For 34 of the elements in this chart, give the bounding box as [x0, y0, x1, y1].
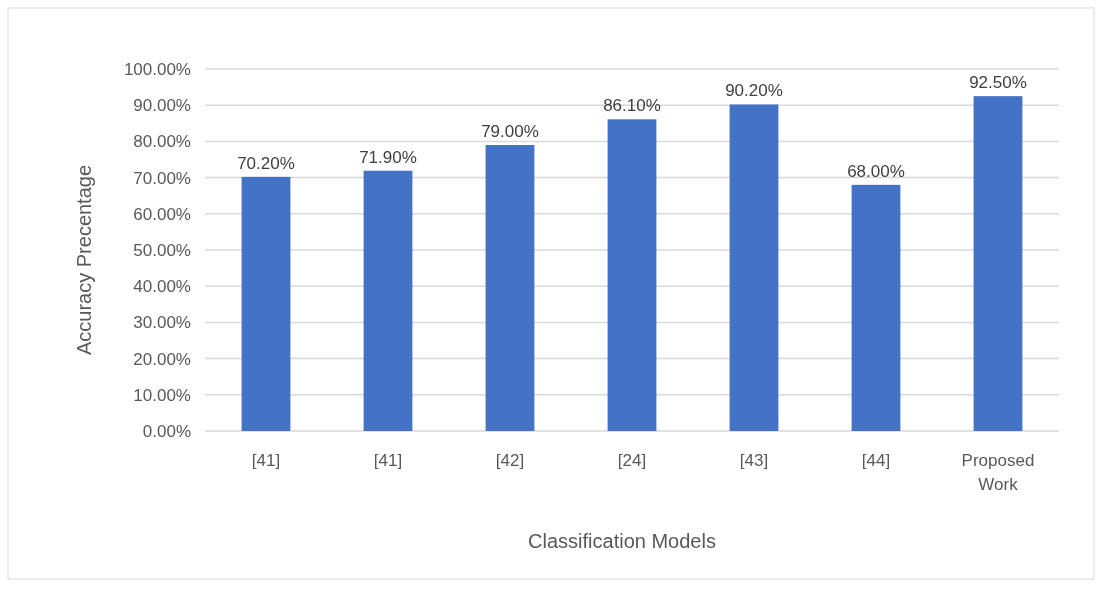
- y-tick-label: 0.00%: [142, 421, 191, 441]
- x-tick-label: [41]: [373, 451, 403, 470]
- y-tick-label: 20.00%: [133, 349, 191, 369]
- bar: [363, 170, 413, 431]
- data-label: 70.20%: [237, 153, 295, 173]
- bar: [607, 119, 657, 431]
- x-tick-label: [43]: [739, 451, 769, 470]
- x-axis-title: Classification Models: [528, 530, 716, 552]
- y-tick-label: 30.00%: [133, 313, 191, 333]
- y-tick-label: 10.00%: [133, 385, 191, 405]
- x-tick-label: [24]: [617, 451, 647, 470]
- data-label: 71.90%: [359, 147, 417, 167]
- y-tick-label: 90.00%: [133, 96, 191, 116]
- bar: [851, 184, 901, 431]
- y-tick-label: 80.00%: [133, 132, 191, 152]
- bar: [973, 96, 1023, 431]
- y-tick-label: 40.00%: [133, 277, 191, 297]
- y-tick-label: 50.00%: [133, 240, 191, 260]
- data-label: 68.00%: [847, 161, 905, 181]
- data-label: 92.50%: [969, 73, 1027, 93]
- y-axis-title: Accuracy Precentage: [73, 164, 95, 356]
- data-label: 90.20%: [725, 81, 783, 101]
- y-tick-label: 70.00%: [133, 168, 191, 188]
- data-label: 79.00%: [481, 122, 539, 142]
- y-tick-label: 60.00%: [133, 204, 191, 224]
- bar: [241, 176, 291, 431]
- bar: [729, 104, 779, 431]
- x-tick-label: Proposed Work: [961, 451, 1035, 494]
- x-tick-label: [44]: [861, 451, 891, 470]
- x-tick-label: [41]: [251, 451, 281, 470]
- x-tick-label: [42]: [495, 451, 525, 470]
- bar: [485, 145, 535, 431]
- data-label: 86.10%: [603, 96, 661, 116]
- y-tick-label: 100.00%: [123, 59, 191, 79]
